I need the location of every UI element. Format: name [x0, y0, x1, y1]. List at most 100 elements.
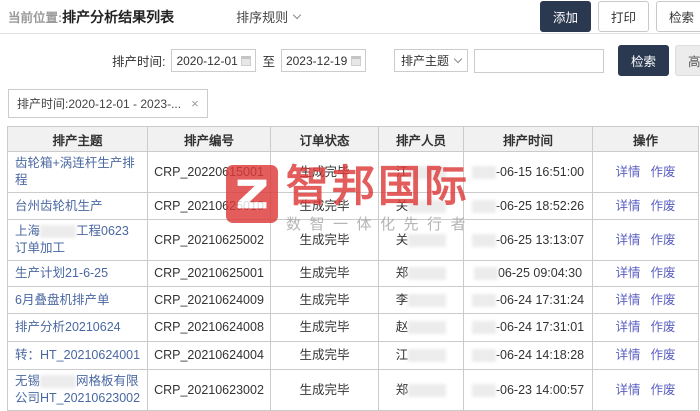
status-cell: 生成完毕 [270, 219, 379, 261]
person-cell: 关 [378, 192, 464, 220]
subject-cell: 转：HT_20210624001 [7, 341, 148, 370]
detail-link[interactable]: 详情 [615, 198, 641, 213]
search-button-filter[interactable]: 检索 [617, 45, 669, 76]
sort-rule-label: 排序规则 [236, 10, 289, 25]
chevron-down-icon [453, 54, 463, 64]
person-cell: 赵 [378, 313, 464, 342]
calendar-icon[interactable] [241, 55, 252, 66]
table-header-row: 排产主题 排产编号 订单状态 排产人员 排产时间 操作 [7, 126, 699, 152]
subject-link[interactable]: 转：HT_20210624001 [15, 348, 141, 362]
date-from-input[interactable] [176, 53, 239, 68]
actions-cell: 详情 作废 [592, 151, 699, 193]
subject-link[interactable]: 生产计划21-6-25 [15, 266, 109, 280]
subject-cell: 6月叠盘机排产单 [7, 286, 148, 314]
sort-rule-dropdown[interactable]: 排序规则 [236, 7, 302, 26]
code-cell: CRP_20210624008 [147, 313, 271, 342]
to-label: 至 [262, 55, 275, 69]
calendar-icon[interactable] [350, 55, 361, 66]
void-link[interactable]: 作废 [650, 266, 676, 280]
status-cell: 生成完毕 [270, 369, 379, 411]
actions-cell: 详情 作废 [592, 286, 699, 314]
add-button[interactable]: 添加 [539, 1, 591, 32]
status-cell: 生成完毕 [270, 151, 379, 193]
column-header: 操作 [592, 126, 699, 152]
schedule-time-label: 排产时间: [111, 55, 166, 69]
table-row: 转：HT_20210624001 CRP_20210624004 生成完毕江 -06-… [7, 341, 699, 370]
subject-cell: 上海 工程0623订单加工 [7, 219, 148, 261]
time-cell: -06-24 14:18:28 [463, 341, 593, 370]
person-cell: 关 [378, 219, 464, 261]
time-cell: -06-15 16:51:00 [463, 151, 593, 193]
table-row: 排产分析20210624 CRP_20210624008 生成完毕赵 -06-24 1… [7, 313, 699, 342]
advanced-button[interactable]: 高级 [674, 45, 700, 76]
column-header: 排产编号 [147, 126, 271, 152]
redacted-text [471, 321, 496, 335]
detail-link[interactable]: 详情 [615, 320, 641, 334]
actions-cell: 详情 作废 [592, 341, 699, 370]
page-title: 排产分析结果列表 [62, 8, 175, 25]
status-cell: 生成完毕 [270, 313, 379, 342]
table-row: 齿轮箱+涡连杆生产排程 CRP_20220615001 生成完毕江 -06-15 16… [7, 151, 699, 193]
void-link[interactable]: 作废 [650, 164, 676, 179]
redacted-text [471, 233, 496, 247]
subject-link[interactable]: 齿轮箱+涡连杆生产排程 [15, 156, 135, 187]
code-cell: CRP_20210625002 [147, 219, 271, 261]
person-cell: 郑 [378, 369, 464, 411]
filter-bar: 排产时间: 至 排产主题 检索 高级 [0, 34, 700, 85]
filter-tag-label: 排产时间:2020-12-01 - 2023-... [17, 97, 182, 111]
subject-link[interactable]: 台州齿轮机生产 [15, 198, 103, 213]
table-row: 台州齿轮机生产 CRP_20210625010 生成完毕关 -06-25 18:52:… [7, 192, 699, 220]
subject-link[interactable]: 排产分析20210624 [15, 320, 121, 334]
subject-link[interactable]: 无锡 网格板有限公司HT_20210623002 [15, 374, 141, 405]
redacted-text [408, 165, 447, 179]
date-from-field[interactable] [171, 49, 257, 72]
void-link[interactable]: 作废 [650, 348, 676, 362]
date-to-field[interactable] [280, 49, 366, 72]
actions-cell: 详情 作废 [592, 192, 699, 220]
subject-select[interactable]: 排产主题 [393, 49, 468, 72]
table-row: 生产计划21-6-25 CRP_20210625001 生成完毕郑 06-25 09:… [7, 260, 699, 287]
detail-link[interactable]: 详情 [615, 266, 641, 280]
time-cell: -06-24 17:31:24 [463, 286, 593, 314]
keyword-input[interactable] [473, 48, 604, 73]
column-header: 排产时间 [463, 126, 593, 152]
close-icon[interactable]: × [191, 95, 199, 111]
redacted-text [40, 375, 77, 389]
column-header: 排产主题 [7, 126, 148, 152]
detail-link[interactable]: 详情 [615, 348, 641, 362]
person-cell: 江 [378, 151, 464, 193]
filter-tag-row: 排产时间:2020-12-01 - 2023-... × [0, 85, 700, 126]
void-link[interactable]: 作废 [650, 320, 676, 334]
code-cell: CRP_20210625001 [147, 260, 271, 287]
void-link[interactable]: 作废 [650, 198, 676, 213]
void-link[interactable]: 作废 [650, 382, 676, 397]
print-button[interactable]: 打印 [597, 1, 649, 32]
time-cell: -06-25 18:52:26 [463, 192, 593, 220]
code-cell: CRP_20210623002 [147, 369, 271, 411]
search-button-top[interactable]: 检索 [655, 1, 700, 32]
subject-link[interactable]: 6月叠盘机排产单 [15, 292, 110, 307]
breadcrumb: 当前位置: [8, 11, 63, 25]
table-row: 上海 工程0623订单加工 CRP_20210625002 生成完毕关 -06-25 1… [7, 219, 699, 261]
redacted-text [408, 199, 447, 213]
redacted-text [471, 383, 496, 397]
status-cell: 生成完毕 [270, 260, 379, 287]
person-cell: 李 [378, 286, 464, 314]
date-to-input[interactable] [285, 53, 348, 68]
detail-link[interactable]: 详情 [615, 382, 641, 397]
subject-select-value: 排产主题 [400, 54, 449, 68]
subject-link[interactable]: 上海 工程0623订单加工 [15, 224, 129, 255]
void-link[interactable]: 作废 [650, 232, 676, 247]
status-cell: 生成完毕 [270, 192, 379, 220]
detail-link[interactable]: 详情 [615, 232, 641, 247]
void-link[interactable]: 作废 [650, 292, 676, 307]
table-body: 齿轮箱+涡连杆生产排程 CRP_20220615001 生成完毕江 -06-15 16… [7, 151, 699, 411]
actions-cell: 详情 作废 [592, 260, 699, 287]
topbar-buttons: 添加 打印 检索 [539, 1, 700, 32]
detail-link[interactable]: 详情 [615, 164, 641, 179]
detail-link[interactable]: 详情 [615, 292, 641, 307]
redacted-text [471, 199, 496, 213]
redacted-text [408, 349, 447, 363]
redacted-text [471, 349, 496, 363]
subject-cell: 排产分析20210624 [7, 313, 148, 342]
